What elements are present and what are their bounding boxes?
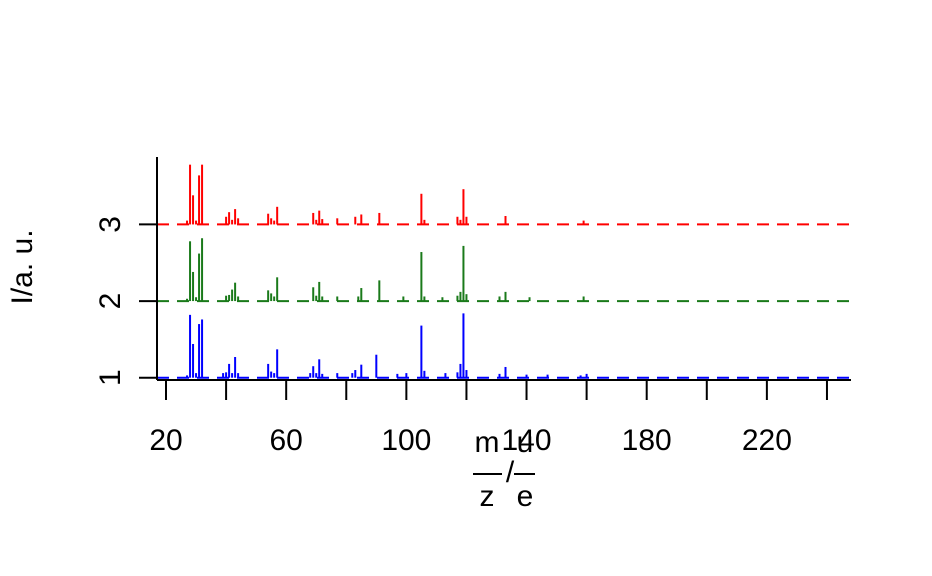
x-tick-label: 180 [622, 424, 672, 457]
x-label-denominator-z: z [480, 480, 495, 513]
x-label-numerator-u: u [517, 426, 534, 459]
y-axis-ticks: 1 2 3 [94, 216, 157, 386]
x-tick-label: 100 [381, 424, 431, 457]
baselines-layer [157, 223, 851, 379]
peaks-layer [186, 164, 588, 378]
x-axis-ticks: 20 60 100 140 180 220 [149, 380, 828, 457]
axes-layer: 20 60 100 140 180 220 1 2 3 [94, 157, 851, 457]
x-tick-label: 140 [502, 424, 552, 457]
y-tick-label: 3 [94, 216, 127, 233]
x-tick-label: 20 [149, 424, 182, 457]
y-tick-label: 2 [94, 293, 127, 310]
x-tick-label: 220 [742, 424, 792, 457]
x-tick-label: 60 [269, 424, 302, 457]
x-label-denominator-e: e [517, 480, 534, 513]
x-label-slash: / [506, 456, 515, 489]
y-tick-label: 1 [94, 369, 127, 386]
y-axis-label: I/a. u. [6, 229, 39, 304]
x-axis-label: m z / u e [473, 426, 535, 513]
x-label-numerator-m: m [475, 426, 500, 459]
